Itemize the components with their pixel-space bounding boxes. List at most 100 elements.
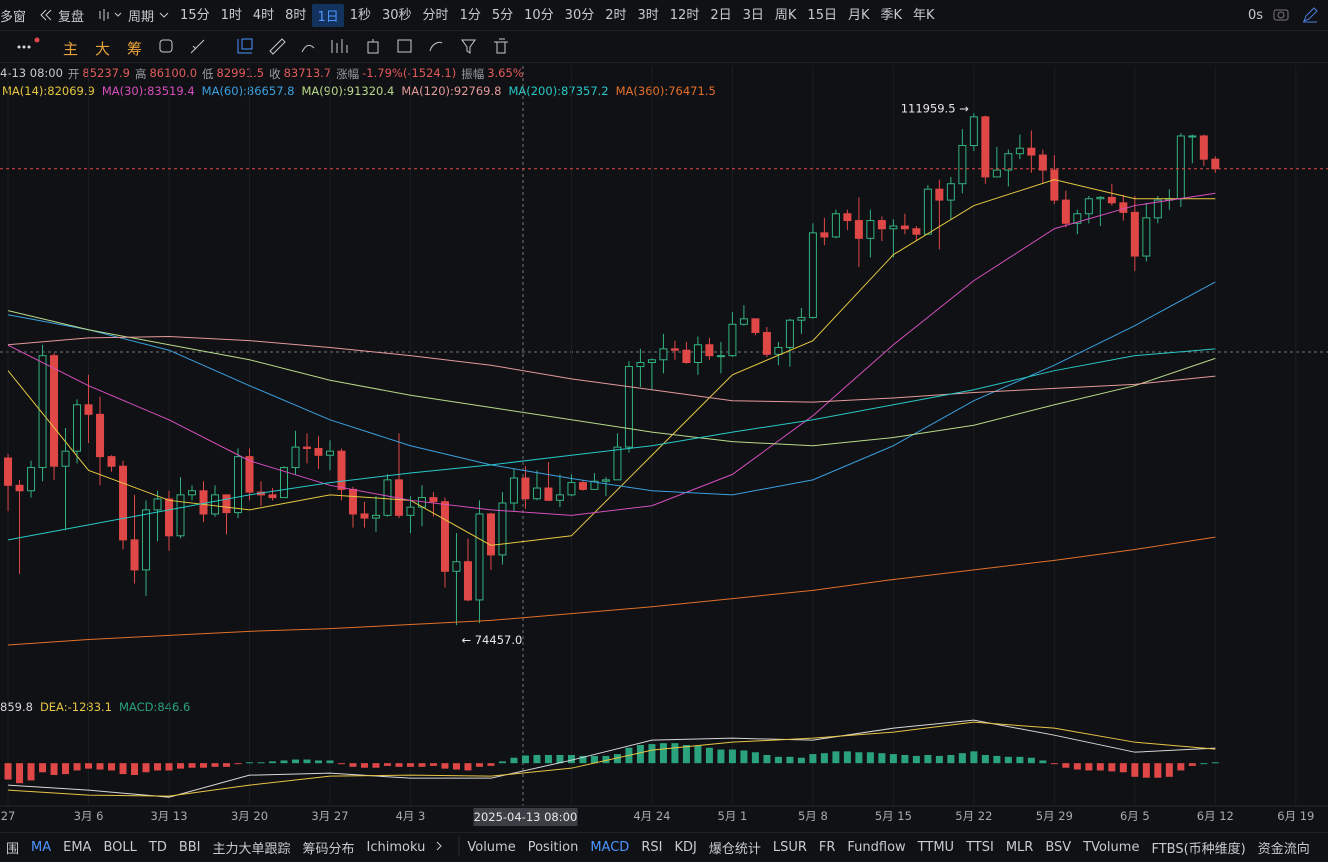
tab[interactable]: Position — [527, 840, 579, 855]
candle-body — [1153, 199, 1162, 219]
macd-bar — [142, 763, 150, 773]
period-item[interactable]: 季K — [880, 7, 903, 23]
candle-body — [889, 225, 898, 230]
timer: 0s — [1247, 7, 1263, 23]
period-item[interactable]: 1秒 — [349, 7, 371, 23]
tab[interactable]: TTSI — [966, 840, 994, 855]
tab[interactable]: MLR — [1005, 840, 1034, 855]
tab[interactable]: FR — [818, 840, 836, 855]
tab[interactable]: Ichimoku — [366, 840, 426, 855]
period-item[interactable]: 10分 — [524, 7, 554, 23]
period-item[interactable]: 30分 — [564, 7, 595, 23]
period-item[interactable]: 2时 — [605, 7, 627, 23]
replay-icon — [40, 9, 52, 21]
candle-body — [521, 477, 530, 500]
tab[interactable]: RSI — [641, 840, 663, 855]
candle-body — [854, 220, 863, 239]
macd-bar — [717, 749, 725, 764]
x-tick-label: 6月 12 — [1197, 809, 1234, 823]
tab[interactable]: BOLL — [103, 840, 137, 855]
candle-body — [532, 487, 541, 500]
period-item[interactable]: 30秒 — [382, 7, 412, 23]
period-item[interactable]: 年K — [913, 7, 935, 23]
macd-bar — [360, 763, 368, 768]
tab[interactable]: BBI — [178, 840, 201, 855]
candle-body — [877, 220, 886, 230]
x-tick-label: 5月 29 — [1036, 809, 1073, 823]
multi-window[interactable]: 多窗 — [0, 9, 27, 25]
period-item[interactable]: 1日 — [312, 3, 344, 27]
candle-body — [257, 491, 266, 496]
tab[interactable]: MA — [31, 840, 52, 855]
candle-body — [1004, 153, 1013, 171]
tab[interactable]: TVolume — [1083, 840, 1140, 855]
tab[interactable]: Fundflow — [847, 840, 906, 855]
tab[interactable]: TTMU — [917, 840, 955, 855]
chips[interactable]: 筹 — [127, 40, 143, 58]
period-item[interactable]: 15分 — [180, 7, 210, 23]
macd-bar — [556, 755, 564, 764]
period-item[interactable]: 1分 — [459, 7, 481, 23]
tab[interactable]: KDJ — [674, 840, 697, 855]
x-tick-label: 4月 3 — [396, 809, 426, 823]
candle-body — [716, 355, 725, 358]
candle-body — [440, 501, 449, 572]
header-value: 85237.9 — [82, 66, 130, 80]
tab[interactable]: 资金流向 — [1257, 842, 1310, 857]
tab[interactable]: 爆仓统计 — [708, 842, 761, 857]
tab[interactable]: TD — [148, 840, 167, 855]
period-item[interactable]: 4时 — [252, 7, 275, 23]
candle-body — [1096, 196, 1105, 200]
period[interactable]: 周期 — [128, 9, 155, 25]
period-item[interactable]: 8时 — [285, 7, 307, 23]
macd-bar — [50, 763, 58, 775]
macd-bar — [85, 763, 93, 769]
period-item[interactable]: 月K — [847, 7, 870, 23]
period-item[interactable]: 2日 — [710, 7, 732, 23]
tab[interactable]: 筹码分布 — [302, 842, 355, 857]
macd-bar — [337, 763, 345, 765]
period-item[interactable]: 12时 — [669, 7, 700, 23]
tab[interactable]: LSUR — [772, 840, 807, 855]
replay[interactable]: 复盘 — [58, 9, 85, 25]
x-tick-label: 5月 15 — [875, 809, 912, 823]
period-item[interactable]: 3日 — [742, 7, 764, 23]
tab[interactable]: BSV — [1045, 840, 1072, 855]
candle-body — [130, 539, 139, 571]
crosshair-label: 2025-04-13 08:00 — [474, 810, 578, 824]
macd-bar — [970, 751, 978, 764]
macd-bar — [866, 752, 874, 764]
macd-bar — [1177, 763, 1185, 771]
tab[interactable]: MACD — [590, 840, 630, 855]
big-order[interactable]: 大 — [95, 40, 111, 58]
header-value: 82991.5 — [216, 66, 265, 80]
tab[interactable]: 围 — [6, 842, 20, 857]
macd-bar — [993, 755, 1001, 764]
macd-bar — [177, 763, 185, 769]
macd-bar — [763, 755, 771, 764]
tab[interactable]: EMA — [63, 840, 92, 855]
header-label: 涨幅 — [336, 67, 360, 81]
macd-bar — [786, 756, 794, 764]
candle-body — [831, 213, 840, 238]
macd-bar — [958, 753, 966, 764]
candle-body — [119, 465, 128, 541]
period-item[interactable]: 3时 — [637, 7, 659, 23]
tab[interactable]: Volume — [467, 840, 516, 855]
macd-bar — [349, 763, 357, 767]
period-item[interactable]: 周K — [774, 7, 797, 23]
period-item[interactable]: 15日 — [807, 7, 837, 23]
macd-bar — [1154, 763, 1162, 778]
macd-bar — [659, 743, 667, 764]
period-item[interactable]: 5分 — [491, 7, 514, 23]
macd-bar — [740, 750, 748, 764]
header-item: 低 82991.5 — [202, 66, 264, 82]
tab[interactable]: FTBS(币种维度) — [1151, 842, 1246, 857]
tab[interactable]: 主力大单跟踪 — [212, 842, 291, 857]
period-item[interactable]: 1时 — [220, 7, 242, 23]
macd-bar — [843, 751, 851, 764]
main-indicator[interactable]: 主 — [63, 40, 79, 58]
ma-legend-item: MA(200):87357.2 — [508, 84, 609, 98]
period-item[interactable]: 分时 — [422, 7, 449, 23]
